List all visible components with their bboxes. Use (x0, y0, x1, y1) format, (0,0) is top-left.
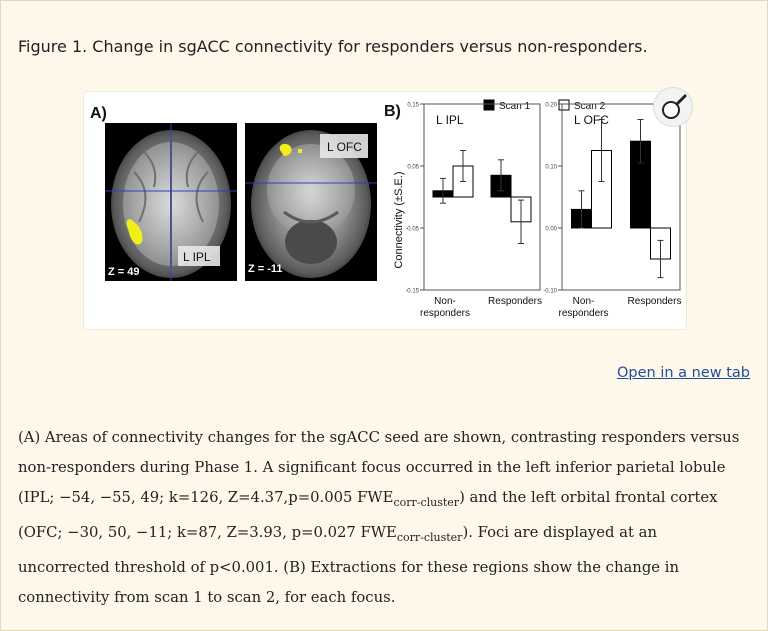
y-tick-label: 0.00 (545, 227, 557, 233)
chart-ofc: 0.20 0.10 0.00 -0.10 L OFC Non-responders Resp… (543, 103, 681, 320)
panel-a-label: A) (90, 105, 107, 122)
chart-title: L IPL (436, 113, 464, 127)
y-tick-label: 0.20 (545, 103, 557, 109)
activation-ofc (279, 143, 292, 156)
figure-image[interactable]: A) L IPL Z = 49 (83, 91, 687, 330)
y-tick-label: -0.15 (405, 289, 419, 295)
chart-ipl: 0.15 0.05 -0.05 -0.15 L IPL Non-responders Res… (405, 103, 542, 320)
panel-b-label: B) (384, 103, 401, 120)
figure-svg: A) L IPL Z = 49 (90, 99, 681, 320)
y-tick-label: -0.10 (543, 289, 557, 295)
figure-caption: (A) Areas of connectivity changes for th… (18, 423, 753, 613)
chart-legend: Scan 1 Scan 2 (483, 99, 606, 112)
category-label: responders (420, 308, 470, 319)
activation-ipl (126, 219, 143, 245)
magnifier-icon (662, 94, 687, 119)
caption-sub-2: corr-cluster (396, 530, 463, 544)
caption-text-2: ) and the left orbital frontal cortex (O… (18, 489, 718, 541)
chart-frame (561, 103, 681, 291)
category-label: Responders (628, 296, 682, 307)
brain-slice-ofc: L OFC Z = -11 (245, 123, 377, 281)
y-tick-label: 0.15 (407, 103, 419, 109)
slice-label-ofc: Z = -11 (248, 263, 283, 275)
y-tick-label: -0.05 (405, 227, 419, 233)
category-label: Non- (434, 296, 456, 307)
legend-scan2: Scan 2 (574, 101, 606, 112)
caption-text-3: ). Foci are displayed at an uncorrected … (18, 523, 680, 606)
category-label: Responders (488, 296, 542, 307)
caption-sub-1: corr-cluster (393, 495, 460, 509)
zoom-button[interactable] (653, 87, 693, 127)
region-label-ipl: L IPL (183, 250, 211, 264)
y-tick-label: 0.10 (545, 165, 557, 171)
y-tick-label: 0.05 (407, 165, 419, 171)
caption-text-1: (A) Areas of connectivity changes for th… (18, 429, 740, 506)
y-axis-label: Connectivity (±S.E.) (393, 171, 405, 268)
region-label-ofc: L OFC (327, 140, 362, 154)
legend-swatch-scan2 (558, 99, 570, 111)
figure-title: Figure 1. Change in sgACC connectivity f… (18, 37, 648, 56)
legend-scan1: Scan 1 (499, 101, 531, 112)
open-new-tab-link[interactable]: Open in a new tab (616, 365, 750, 381)
chart-frame (423, 103, 541, 291)
slice-label-ipl: Z = 49 (108, 266, 140, 278)
category-label: responders (558, 308, 608, 319)
legend-swatch-scan1 (483, 99, 495, 111)
brain-slice-ipl: L IPL Z = 49 (105, 123, 237, 281)
chart-title: L OFC (574, 113, 609, 127)
category-label: Non- (573, 296, 595, 307)
